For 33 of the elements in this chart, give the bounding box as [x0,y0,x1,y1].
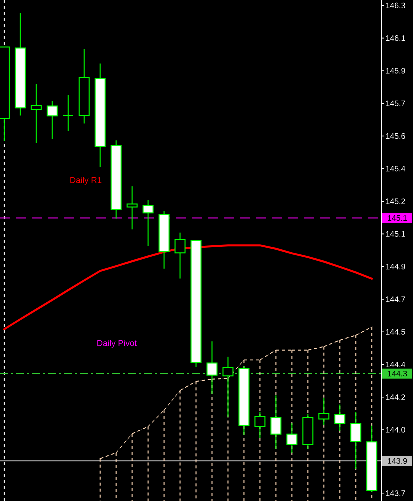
candlestick [334,404,346,432]
annotation: Daily Pivot [98,340,138,348]
annotation: Daily R1 [70,177,102,185]
candlestick [270,395,282,450]
y-tick-label: 144.0 [386,427,406,433]
y-tick-label: 145.2 [386,198,406,204]
candlestick [350,411,362,470]
y-tick-label: 145.9 [386,68,406,74]
y-tick-label: 145.7 [386,100,406,106]
y-tick-label: 144.5 [386,329,406,335]
y-tick-label: 144.4 [386,362,406,368]
y-tick-label: 144.9 [386,264,406,270]
candlestick [174,232,186,280]
ref-line-label: 143.9 [388,458,408,464]
y-tick-label: 146.3 [386,2,406,9]
y-tick-label: 145.1 [386,231,406,237]
candlestick [30,84,42,144]
candlestick [318,397,330,426]
candlestick [286,423,298,454]
y-tick-label: 144.7 [386,296,406,302]
candlestick [222,356,234,418]
candlestick [46,100,58,140]
candlestick [126,186,138,230]
y-tick-label: 145.6 [386,133,406,140]
candlestick [142,200,154,248]
candlestick [62,94,74,132]
y-tick-label: 146.1 [386,36,406,42]
y-tick-label: 144.2 [386,394,406,400]
ref-line-label: 144.3 [388,371,408,377]
y-tick-label: 143.7 [386,490,406,496]
candlestick [206,341,218,394]
candlestick [254,411,266,439]
y-tick-label: 145.4 [386,166,406,172]
